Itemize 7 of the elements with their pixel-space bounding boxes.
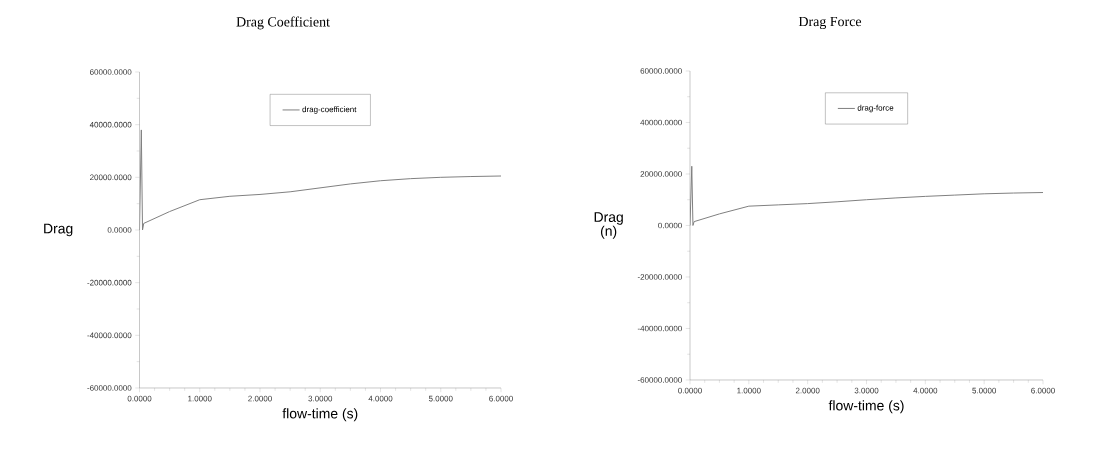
chart-title: Drag Coefficient xyxy=(236,16,330,30)
x-axis-title: flow-time (s) xyxy=(828,400,904,414)
x-axis-title: flow-time (s) xyxy=(282,408,358,422)
y-axis-title: Drag (n) xyxy=(594,212,623,239)
chart-title: Drag Force xyxy=(798,16,862,30)
y-axis-title: Drag xyxy=(44,223,73,237)
line-series xyxy=(690,165,1044,226)
